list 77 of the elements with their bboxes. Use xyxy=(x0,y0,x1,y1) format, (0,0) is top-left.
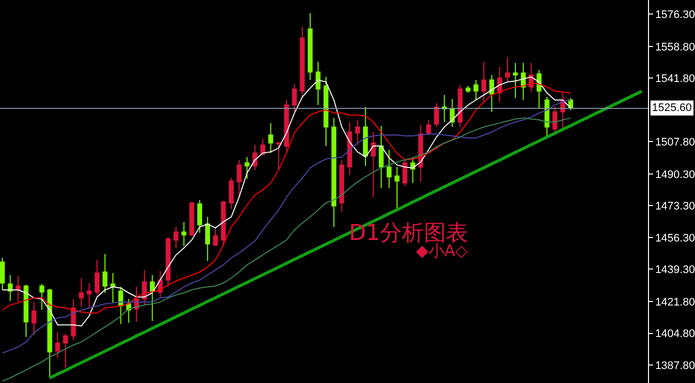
candlestick xyxy=(181,221,186,246)
candlestick xyxy=(331,118,336,228)
y-tick-label: 1507.80 xyxy=(655,136,695,148)
candlestick xyxy=(150,274,155,322)
candlestick xyxy=(474,80,478,100)
candlestick xyxy=(276,142,282,170)
ref-line-label: 1525.60 xyxy=(652,102,692,114)
candlestick xyxy=(292,83,297,112)
candlestick xyxy=(228,178,234,210)
line-series xyxy=(2,99,572,354)
candlestick xyxy=(213,227,218,246)
candlestick xyxy=(347,121,352,176)
candlestick xyxy=(284,99,289,152)
candlestick xyxy=(32,302,36,336)
candlestick xyxy=(489,74,494,112)
candlestick xyxy=(394,166,400,210)
candlestick xyxy=(324,76,328,146)
y-tick-label: 1439.30 xyxy=(655,264,695,276)
line-series xyxy=(2,118,572,382)
candlestick xyxy=(252,144,258,170)
candlestick xyxy=(94,259,100,296)
candlestick xyxy=(102,253,108,294)
y-tick-label: 1541.80 xyxy=(655,73,695,86)
y-tick-label: 1558.80 xyxy=(655,41,695,54)
candlestick xyxy=(512,62,518,98)
candlestick xyxy=(308,12,313,81)
y-tick-label: 1404.80 xyxy=(655,328,695,340)
candlestick xyxy=(24,284,28,338)
candlestick xyxy=(142,269,147,306)
candlestick xyxy=(78,277,84,308)
candlestick xyxy=(316,62,321,106)
y-tick-label: 1456.30 xyxy=(655,232,695,244)
candlestick xyxy=(8,274,13,302)
candlestick xyxy=(260,138,266,157)
candlestick xyxy=(70,298,76,340)
candlestick xyxy=(166,236,171,288)
candlestick xyxy=(363,106,368,166)
candlestick xyxy=(544,96,550,138)
candlestick xyxy=(520,62,526,100)
candlestick xyxy=(378,126,384,189)
candlestick xyxy=(434,102,439,128)
candlestick xyxy=(339,159,344,212)
candlestick xyxy=(220,200,226,246)
y-tick-label: 1387.80 xyxy=(655,360,695,372)
candlestick xyxy=(16,275,21,303)
candlestick xyxy=(39,283,44,311)
candlestick xyxy=(244,156,250,180)
candlestick xyxy=(402,159,408,187)
y-tick-label: 1576.30 xyxy=(655,8,695,21)
candlestick xyxy=(47,288,52,378)
candlestick xyxy=(370,132,376,198)
candlestick xyxy=(63,334,68,368)
candlestick xyxy=(426,119,432,136)
candlestick xyxy=(118,286,124,324)
candlestick xyxy=(410,157,416,184)
candlestick xyxy=(505,56,510,82)
candlestick xyxy=(300,26,305,98)
candlestick xyxy=(442,94,447,122)
candlestick xyxy=(110,272,116,304)
y-tick-label: 1490.30 xyxy=(655,168,695,181)
candlestick xyxy=(355,119,360,146)
candlestick xyxy=(481,62,486,103)
candlestick xyxy=(268,122,274,154)
candlestick xyxy=(236,159,242,198)
candlestick xyxy=(55,331,60,358)
candlestick xyxy=(205,216,210,262)
line-series xyxy=(48,90,644,380)
candlestick xyxy=(386,149,392,189)
y-tick-label: 1421.80 xyxy=(655,296,695,308)
candlestick xyxy=(458,84,463,128)
candlestick xyxy=(466,86,470,94)
candlestick xyxy=(86,282,92,308)
candlestick xyxy=(174,226,178,249)
y-tick-label: 1473.30 xyxy=(655,200,695,213)
candlestick xyxy=(197,199,202,234)
candlestick xyxy=(0,257,5,290)
candlestick xyxy=(189,202,194,236)
